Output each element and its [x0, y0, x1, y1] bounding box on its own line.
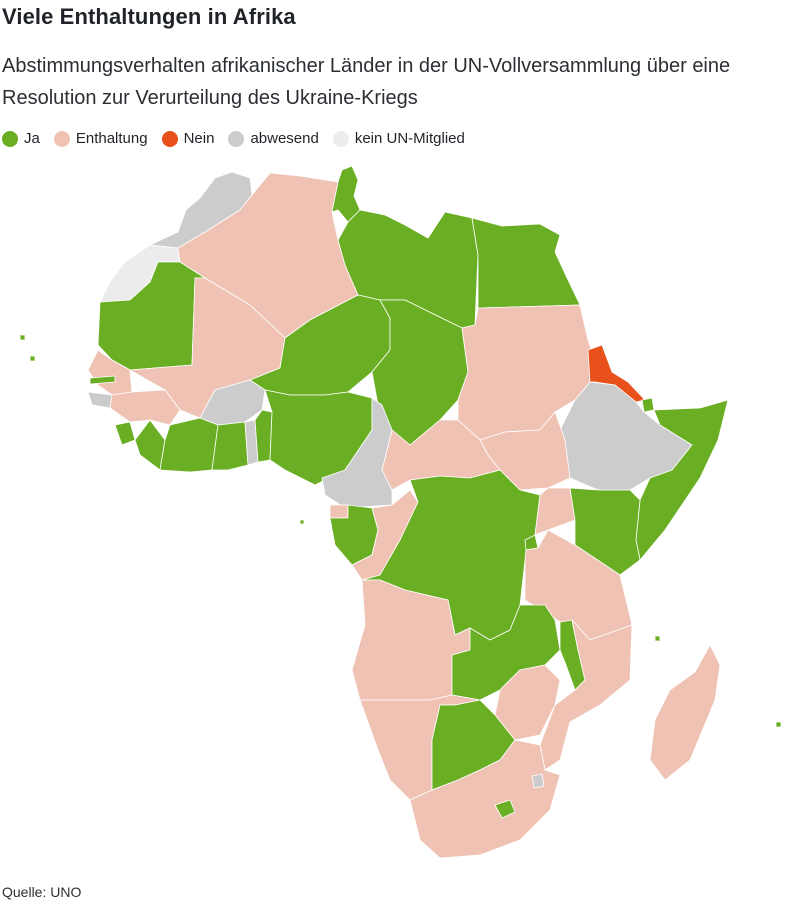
legend-label-enthaltung: Enthaltung: [75, 130, 148, 147]
country-cameroon[interactable]: [321, 397, 393, 509]
country-ghana[interactable]: [211, 421, 249, 471]
country-cape-verde[interactable]: [19, 334, 36, 362]
legend-label-nein: Nein: [183, 130, 215, 147]
country-sierra-leone[interactable]: [114, 421, 136, 446]
legend: Ja Enthaltung Nein abwesend kein UN-Mitg…: [2, 130, 479, 147]
africa-map: [19, 165, 782, 859]
legend-swatch-nein: [161, 130, 178, 147]
country-lesotho[interactable]: [494, 799, 516, 819]
country-sao-tome[interactable]: [299, 519, 305, 525]
chart-subtitle: Abstimmungsverhalten afrikanischer Lände…: [2, 55, 731, 109]
country-south-africa[interactable]: [409, 739, 561, 859]
country-gambia[interactable]: [89, 375, 116, 385]
country-equatorial-guinea[interactable]: [329, 504, 349, 519]
legend-swatch-kein-un-mitglied: [332, 130, 349, 147]
country-libya[interactable]: [337, 209, 479, 329]
country-guinea-bissau[interactable]: [87, 391, 113, 409]
country-mauritius[interactable]: [775, 721, 782, 728]
chart-title: Viele Enthaltungen in Afrika: [2, 4, 296, 29]
country-comoros[interactable]: [654, 635, 661, 642]
legend-swatch-ja: [2, 130, 18, 147]
country-djibouti[interactable]: [641, 397, 655, 413]
legend-item-abwesend: abwesend: [228, 130, 319, 147]
legend-label-abwesend: abwesend: [250, 130, 319, 147]
country-cote-divoire[interactable]: [159, 417, 219, 473]
legend-swatch-enthaltung: [53, 130, 70, 147]
source-note: Quelle: UNO: [2, 884, 82, 900]
legend-item-ja: Ja: [2, 130, 40, 147]
country-liberia[interactable]: [134, 419, 166, 471]
legend-item-enthaltung: Enthaltung: [53, 130, 148, 147]
country-benin[interactable]: [254, 409, 273, 463]
country-tunisia[interactable]: [331, 165, 361, 223]
legend-swatch-abwesend: [228, 130, 245, 147]
country-egypt[interactable]: [471, 217, 581, 309]
country-mozambique[interactable]: [539, 619, 633, 771]
legend-item-nein: Nein: [161, 130, 215, 147]
legend-label-kein-un-mitglied: kein UN-Mitglied: [354, 130, 465, 147]
country-eswatini[interactable]: [531, 773, 545, 789]
country-uganda[interactable]: [534, 487, 576, 536]
legend-item-kein-un-mitglied: kein UN-Mitglied: [332, 130, 465, 147]
country-madagascar[interactable]: [649, 644, 721, 781]
legend-label-ja: Ja: [24, 130, 40, 147]
